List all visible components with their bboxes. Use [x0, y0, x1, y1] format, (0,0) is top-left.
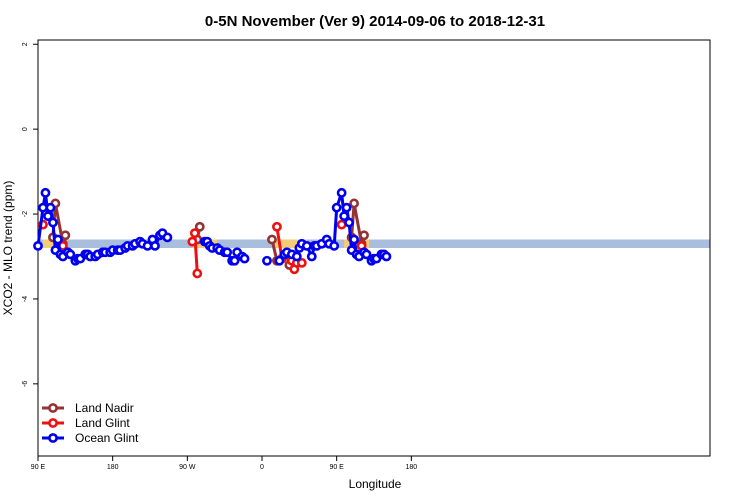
series-2-point-67 — [331, 202, 342, 213]
series-2-point-0 — [33, 240, 43, 251]
legend-marker-1 — [48, 418, 58, 428]
series-2-point-77 — [361, 249, 372, 260]
y-tick-label-3: -4 — [22, 296, 29, 302]
chart-title: 0-5N November (Ver 9) 2014-09-06 to 2018… — [205, 13, 545, 30]
x-tick-label-2: 90 W — [179, 464, 196, 471]
series-2-point-60 — [306, 251, 317, 262]
series-2-point-73 — [349, 234, 359, 245]
y-tick-label-1: 0 — [22, 127, 29, 131]
series-1-point-3 — [189, 228, 200, 239]
series-2-point-83 — [381, 251, 392, 262]
series-2-point-45 — [222, 247, 233, 258]
series-0-point-6 — [267, 234, 277, 245]
series-2-point-52 — [274, 255, 285, 266]
series-0-point-11 — [349, 198, 359, 209]
series-2-point-47 — [229, 255, 240, 266]
series-1-point-11 — [336, 219, 347, 230]
band-highlight-2 — [274, 239, 307, 248]
legend-marker-0 — [48, 403, 58, 413]
series-1-point-5 — [272, 221, 282, 232]
x-axis: 90 E 180 90 W 0 90 E 180 — [31, 456, 417, 471]
series-1-point-10 — [296, 257, 307, 268]
series-1-point-2 — [187, 236, 198, 247]
series-2-point-66 — [329, 240, 340, 251]
x-tick-label-1: 180 — [107, 464, 119, 471]
band — [38, 239, 710, 248]
x-tick-label-0: 90 E — [31, 464, 46, 471]
x-tick-label-3: 0 — [260, 464, 264, 471]
series-2 — [33, 187, 392, 266]
series-2-point-37 — [162, 232, 173, 243]
y-tick-label-0: 2 — [22, 42, 29, 46]
series-2-point-71 — [344, 217, 355, 228]
series-2-point-68 — [336, 187, 347, 198]
series-2-point-70 — [341, 202, 352, 213]
series-2-point-5 — [48, 217, 58, 228]
x-axis-label: Longitude — [349, 477, 402, 491]
series-2-point-56 — [291, 251, 302, 262]
y-tick-label-2: -2 — [22, 211, 29, 217]
series-2-point-51 — [262, 255, 272, 266]
series-2-point-69 — [339, 211, 350, 222]
x-tick-label-4: 90 E — [329, 464, 344, 471]
series-layer — [33, 187, 392, 279]
y-tick-label-4: -6 — [22, 381, 29, 387]
y-axis: 2 0 -2 -4 -6 — [22, 42, 38, 387]
series-2-point-2 — [40, 187, 51, 198]
series-2-point-34 — [150, 240, 160, 251]
legend-marker-2 — [48, 433, 58, 443]
series-2-point-7 — [53, 234, 63, 245]
series-2-point-3 — [43, 211, 53, 222]
series-2-point-59 — [301, 240, 312, 251]
series-2-point-4 — [45, 202, 56, 213]
series-0-point-5 — [194, 221, 205, 232]
series-0-point-3 — [60, 230, 71, 241]
series-1-point-4 — [192, 268, 203, 279]
legend-label-2: Ocean Glint — [75, 431, 139, 445]
x-tick-label-5: 180 — [405, 464, 417, 471]
series-2-point-11 — [65, 249, 76, 260]
band-highlight-3 — [344, 239, 370, 248]
legend-label-1: Land Glint — [75, 416, 130, 430]
series-2-point-1 — [38, 202, 48, 213]
legend-label-0: Land Nadir — [75, 401, 134, 415]
y-axis-label: XCO2 - MLO trend (ppm) — [1, 181, 15, 316]
series-0-point-13 — [359, 230, 369, 241]
series-2-point-50 — [239, 253, 250, 264]
